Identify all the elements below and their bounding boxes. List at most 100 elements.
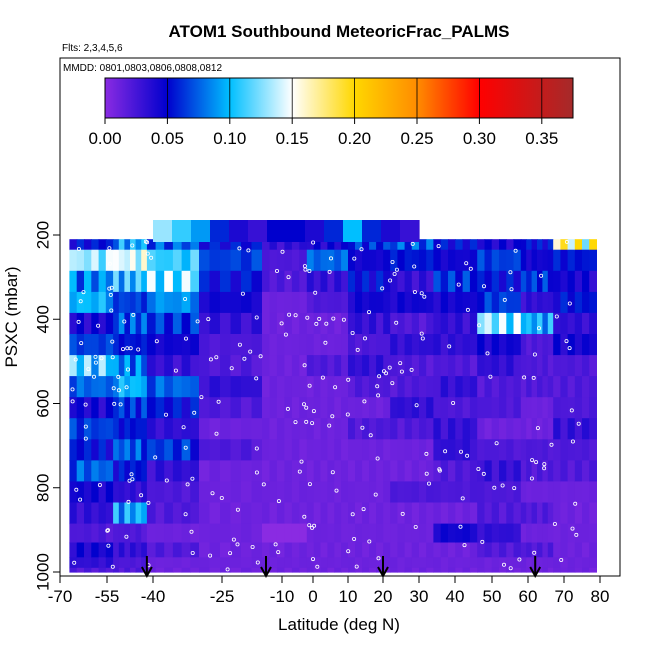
- heatmap-cell: [130, 334, 137, 356]
- sample-point: [131, 312, 136, 317]
- colorbar-tick-label: 0.10: [213, 129, 246, 148]
- heatmap-cell: [506, 481, 515, 504]
- heatmap-cell: [241, 481, 253, 504]
- x-tick-label: 40: [446, 587, 465, 606]
- heatmap-cell: [567, 397, 576, 419]
- sample-point: [145, 251, 150, 256]
- x-tick-label: 80: [591, 587, 610, 606]
- sample-point: [206, 317, 211, 322]
- heatmap-cell: [469, 397, 478, 419]
- heatmap-cell: [484, 523, 493, 544]
- heatmap-cell: [348, 249, 356, 272]
- heatmap-cell: [484, 460, 493, 483]
- heatmap-cell: [241, 418, 253, 440]
- heatmap-cell: [181, 334, 191, 356]
- heatmap-cell: [369, 312, 377, 335]
- heatmap-cell: [390, 397, 398, 419]
- heatmap-cell: [440, 291, 449, 314]
- heatmap-cell: [135, 542, 142, 558]
- heatmap-cell: [135, 355, 142, 377]
- sample-point: [255, 560, 260, 565]
- heatmap-cell: [91, 567, 100, 573]
- heatmap-cell: [113, 567, 120, 573]
- sample-point: [237, 342, 242, 347]
- heatmap-cell: [433, 523, 442, 544]
- heatmap-cell: [181, 397, 191, 419]
- heatmap-cell: [390, 270, 398, 293]
- heatmap-cell: [440, 481, 449, 504]
- heatmap-cell: [146, 334, 157, 356]
- heatmap-cell: [262, 460, 271, 483]
- sample-point: [394, 320, 399, 325]
- heatmap-cell: [130, 239, 137, 251]
- sample-point: [310, 421, 315, 426]
- heatmap-cell: [262, 418, 271, 440]
- heatmap-cell: [499, 542, 507, 558]
- heatmap-cell: [455, 418, 464, 440]
- heatmap-cell: [284, 355, 293, 377]
- sample-point: [130, 243, 135, 248]
- heatmap-cell: [376, 376, 384, 398]
- heatmap-cell: [130, 418, 137, 440]
- heatmap-cell: [362, 291, 370, 314]
- heatmap-cell: [411, 460, 420, 483]
- sample-point: [355, 347, 360, 352]
- heatmap-cell: [334, 502, 342, 525]
- heatmap-cell: [440, 312, 449, 335]
- heatmap-cell: [355, 557, 363, 569]
- sample-point: [145, 240, 150, 245]
- heatmap-cell: [542, 439, 549, 461]
- heatmap-cell: [462, 239, 471, 251]
- heatmap-cell: [390, 376, 398, 398]
- heatmap-cell: [411, 376, 420, 398]
- heatmap-cell: [547, 270, 554, 293]
- heatmap-cell: [69, 334, 78, 356]
- heatmap-cell: [299, 397, 308, 419]
- heatmap-cell: [537, 460, 543, 483]
- heatmap-cell: [469, 557, 478, 569]
- heatmap-cell: [411, 239, 420, 251]
- heatmap-cell: [426, 376, 434, 398]
- heatmap-cell: [91, 312, 100, 335]
- heatmap-cell: [553, 376, 561, 398]
- heatmap-cell: [306, 355, 315, 377]
- heatmap-cell: [172, 523, 183, 544]
- heatmap-cell: [172, 312, 183, 335]
- heatmap-cell: [141, 312, 148, 335]
- heatmap-cell: [567, 312, 576, 335]
- heatmap-cell: [172, 542, 183, 558]
- heatmap-cell: [455, 502, 464, 525]
- heatmap-cell: [362, 312, 370, 335]
- heatmap-cell: [155, 439, 165, 461]
- heatmap-cell: [419, 355, 427, 377]
- heatmap-cell: [84, 460, 92, 483]
- heatmap-cell: [419, 291, 427, 314]
- heatmap-cell: [362, 249, 370, 272]
- sample-point: [258, 354, 263, 359]
- heatmap-cell: [313, 249, 322, 272]
- heatmap-cell: [284, 542, 293, 558]
- heatmap-cell: [397, 542, 406, 558]
- sample-point: [183, 445, 188, 450]
- heatmap-cell: [560, 249, 569, 272]
- heatmap-cell: [190, 542, 200, 558]
- sample-point: [352, 256, 357, 261]
- sample-point: [242, 356, 247, 361]
- heatmap-cell: [582, 312, 590, 335]
- heatmap-cell: [369, 481, 377, 504]
- heatmap-cell: [537, 502, 543, 525]
- heatmap-cell: [397, 270, 406, 293]
- heatmap-cell: [124, 542, 131, 558]
- heatmap-cell: [230, 557, 242, 569]
- heatmap-cell: [269, 312, 278, 335]
- heatmap-cell: [574, 291, 583, 314]
- heatmap-cell: [348, 239, 356, 251]
- heatmap-cell: [589, 481, 597, 504]
- heatmap-cell: [84, 542, 92, 558]
- heatmap-cell: [567, 249, 576, 272]
- heatmap-cell: [124, 249, 131, 272]
- heatmap-cell: [69, 239, 78, 251]
- heatmap-cell: [341, 312, 349, 335]
- heatmap-cell: [455, 460, 464, 483]
- heatmap-cell: [462, 439, 471, 461]
